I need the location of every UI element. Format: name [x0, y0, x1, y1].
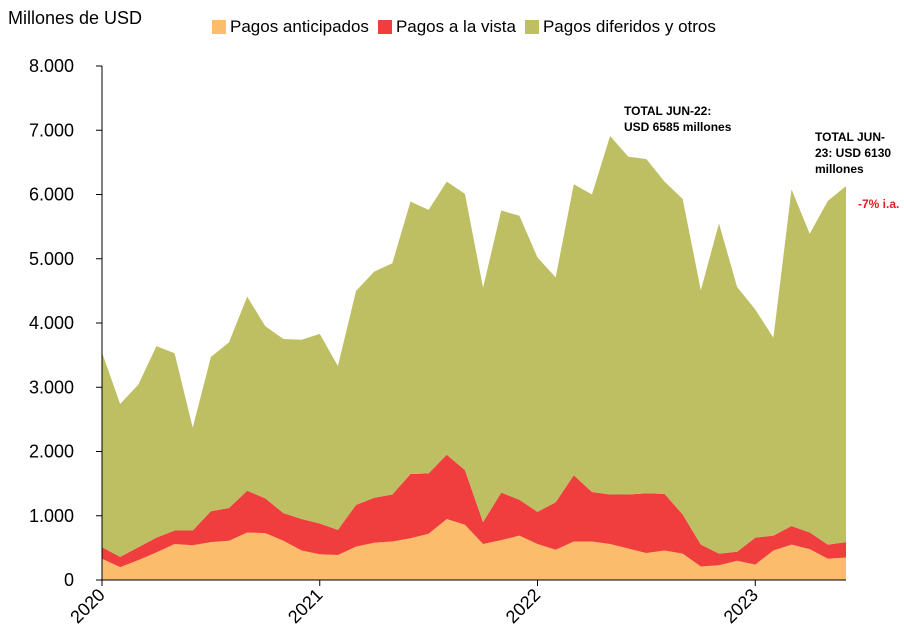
- annotation-line: USD 6585 millones: [624, 120, 732, 134]
- chart-legend: Pagos anticipados Pagos a la vista Pagos…: [212, 17, 725, 37]
- legend-item-anticipados: Pagos anticipados: [212, 17, 369, 37]
- chart-areas: [102, 136, 846, 580]
- legend-label: Pagos a la vista: [395, 17, 516, 36]
- y-tick-label: 2.000: [29, 442, 74, 462]
- legend-item-vista: Pagos a la vista: [377, 17, 516, 37]
- annotation-line: TOTAL JUN-22:: [624, 104, 712, 118]
- annotation-yoy-change: -7% i.a.: [858, 197, 900, 211]
- legend-swatch: [524, 20, 539, 34]
- y-axis-unit-label: Millones de USD: [8, 8, 143, 28]
- annotation-line: TOTAL JUN-: [815, 130, 886, 144]
- y-tick-label: 8.000: [29, 56, 74, 76]
- x-tick-label: 2021: [284, 585, 326, 627]
- annotation-line: millones: [815, 162, 864, 176]
- area-series-3: [102, 136, 846, 557]
- legend-swatch: [377, 20, 392, 34]
- y-tick-label: 7.000: [29, 120, 74, 140]
- annotation-total-jun22: TOTAL JUN-22: USD 6585 millones: [624, 103, 731, 135]
- y-tick-label: 3.000: [29, 377, 74, 397]
- legend-swatch: [212, 20, 226, 34]
- legend-label: Pagos diferidos y otros: [542, 17, 716, 36]
- annotation-line: 23: USD 6130: [815, 146, 892, 160]
- legend-item-diferidos: Pagos diferidos y otros: [524, 17, 716, 37]
- x-tick-label: 2022: [502, 585, 544, 627]
- y-tick-label: 6.000: [29, 185, 74, 205]
- x-tick-label: 2023: [720, 585, 762, 627]
- y-tick-label: 1.000: [29, 506, 74, 526]
- legend-label: Pagos anticipados: [230, 17, 369, 36]
- y-tick-label: 4.000: [29, 313, 74, 333]
- area-series-2: [102, 454, 846, 568]
- annotation-total-jun23: TOTAL JUN- 23: USD 6130 millones: [815, 129, 891, 177]
- y-tick-label: 5.000: [29, 249, 74, 269]
- y-tick-label: 0: [64, 570, 74, 590]
- x-tick-label: 2020: [66, 585, 108, 627]
- area-series-1: [102, 518, 846, 580]
